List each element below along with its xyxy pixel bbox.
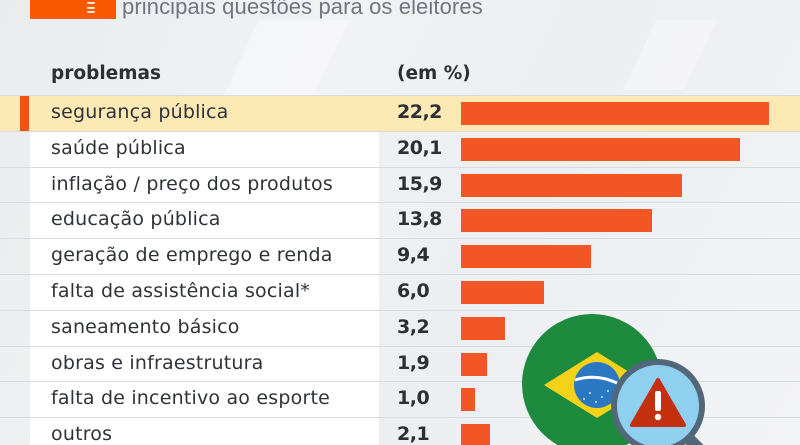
brazil-flag-magnifier-illustration [522,314,705,445]
bar [461,173,682,197]
background-decoration [623,20,717,90]
table-row: outros 2,1 [0,417,800,445]
bar [461,388,475,412]
column-header-problems: problemas [51,63,161,84]
row-label: saneamento básico [51,315,240,338]
table-row: obras e infraestrutura 1,9 [0,345,800,382]
label-cell [30,203,379,239]
logo-mark-icon [87,2,95,13]
warning-icon [630,378,686,427]
bar [461,316,505,340]
label-cell [30,382,379,418]
row-label: geração de emprego e renda [51,244,333,267]
highlight-accent [20,96,29,131]
row-label: segurança pública [51,101,229,123]
bar [461,102,769,125]
bar [461,137,740,161]
column-header-percent: (em %) [397,63,471,84]
row-label: saúde pública [51,136,186,159]
label-cell [30,167,379,203]
label-cell [30,346,379,382]
bar [461,280,544,304]
table-row: saneamento básico 3,2 [0,309,800,346]
label-cell [30,418,379,445]
row-value: 2,1 [397,423,430,445]
row-label: outros [51,423,113,445]
row-label: inflação / preço dos produtos [51,172,333,195]
row-value: 1,9 [397,351,430,374]
row-value: 1,0 [397,387,430,410]
brand-logo [30,0,116,19]
row-value: 3,2 [397,315,430,338]
row-value: 15,9 [397,172,442,195]
row-label: obras e infraestrutura [51,351,264,374]
label-cell [30,131,379,167]
row-value: 13,8 [397,208,442,231]
bar [461,424,490,445]
bar [461,245,591,269]
label-cell [30,274,379,310]
label-cell [30,310,379,346]
table-row: educação pública 13,8 [0,202,800,239]
table-row: saúde pública 20,1 [0,130,800,167]
bar [461,209,652,233]
label-cell [30,239,379,274]
bar [461,352,487,376]
row-value: 22,2 [397,101,442,123]
chart-table: segurança pública 22,2 saúde pública 20,1 in… [0,95,800,445]
row-value: 20,1 [397,136,442,159]
background-decoration [221,20,349,100]
row-label: falta de assistência social* [51,279,311,302]
row-label: falta de incentivo ao esporte [51,387,330,410]
chart-subtitle: principais questões para os eleitores [122,0,483,19]
table-row: falta de incentivo ao esporte 1,0 [0,381,800,418]
table-row: geração de emprego e renda 9,4 [0,238,800,274]
table-row: falta de assistência social* 6,0 [0,273,800,310]
row-label: educação pública [51,208,221,231]
table-row: inflação / preço dos produtos 15,9 [0,166,800,203]
row-value: 9,4 [397,244,430,267]
row-value: 6,0 [397,279,430,302]
table-row: segurança pública 22,2 [0,95,800,131]
